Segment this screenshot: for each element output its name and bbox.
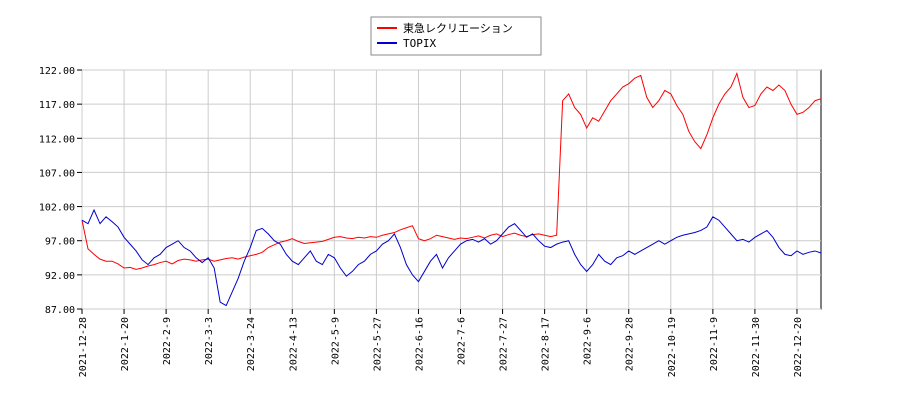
x-tick-label: 2022-7-27	[499, 317, 510, 371]
y-tick-label: 97.00	[45, 237, 75, 248]
y-tick-label: 122.00	[39, 66, 75, 77]
series-line-1	[81, 208, 822, 307]
x-tick-label: 2022-7-6	[457, 317, 468, 365]
plot-frame	[81, 69, 822, 310]
x-tick-label: 2021-12-28	[78, 317, 89, 377]
x-tick-label: 2022-2-9	[162, 317, 173, 365]
plot-area	[81, 69, 822, 310]
x-tick-label: 2022-11-30	[751, 317, 762, 377]
y-tick-label: 117.00	[39, 100, 75, 111]
series-line-0	[81, 71, 822, 270]
x-tick-label: 2022-9-28	[625, 317, 636, 371]
x-tick-label: 2022-11-9	[709, 317, 720, 371]
grid-lines	[81, 69, 821, 310]
y-tick-label: 107.00	[39, 168, 75, 179]
legend-label-1: TOPIX	[403, 37, 436, 50]
x-tick-label: 2022-3-24	[246, 317, 257, 371]
x-tick-label: 2022-1-20	[120, 317, 131, 371]
y-tick-label: 87.00	[45, 305, 75, 316]
x-tick-label: 2022-9-6	[583, 317, 594, 365]
x-axis: 2021-12-28 2022-1-20 2022-2-9 2022-3-3 2022-…	[78, 309, 804, 377]
series-layer	[81, 71, 822, 307]
x-tick-label: 2022-5-27	[372, 317, 383, 371]
x-tick-label: 2022-4-13	[288, 317, 299, 371]
y-tick-label: 102.00	[39, 203, 75, 214]
x-tick-label: 2022-3-3	[204, 317, 215, 365]
y-tick-label: 92.00	[45, 271, 75, 282]
legend: 東急レクリエーション TOPIX	[370, 16, 542, 56]
x-tick-label: 2022-8-17	[541, 317, 552, 371]
y-tick-label: 112.00	[39, 134, 75, 145]
x-tick-label: 2022-6-16	[414, 317, 425, 371]
x-tick-label: 2022-10-19	[667, 317, 678, 377]
legend-box	[370, 16, 542, 56]
x-tick-label: 2022-12-20	[793, 317, 804, 377]
legend-label-0: 東急レクリエーション	[403, 21, 513, 35]
x-tick-label: 2022-5-9	[330, 317, 341, 365]
y-axis: 87.00 92.00 97.00 102.00 107.00 112.00 117.00 1…	[39, 66, 82, 316]
